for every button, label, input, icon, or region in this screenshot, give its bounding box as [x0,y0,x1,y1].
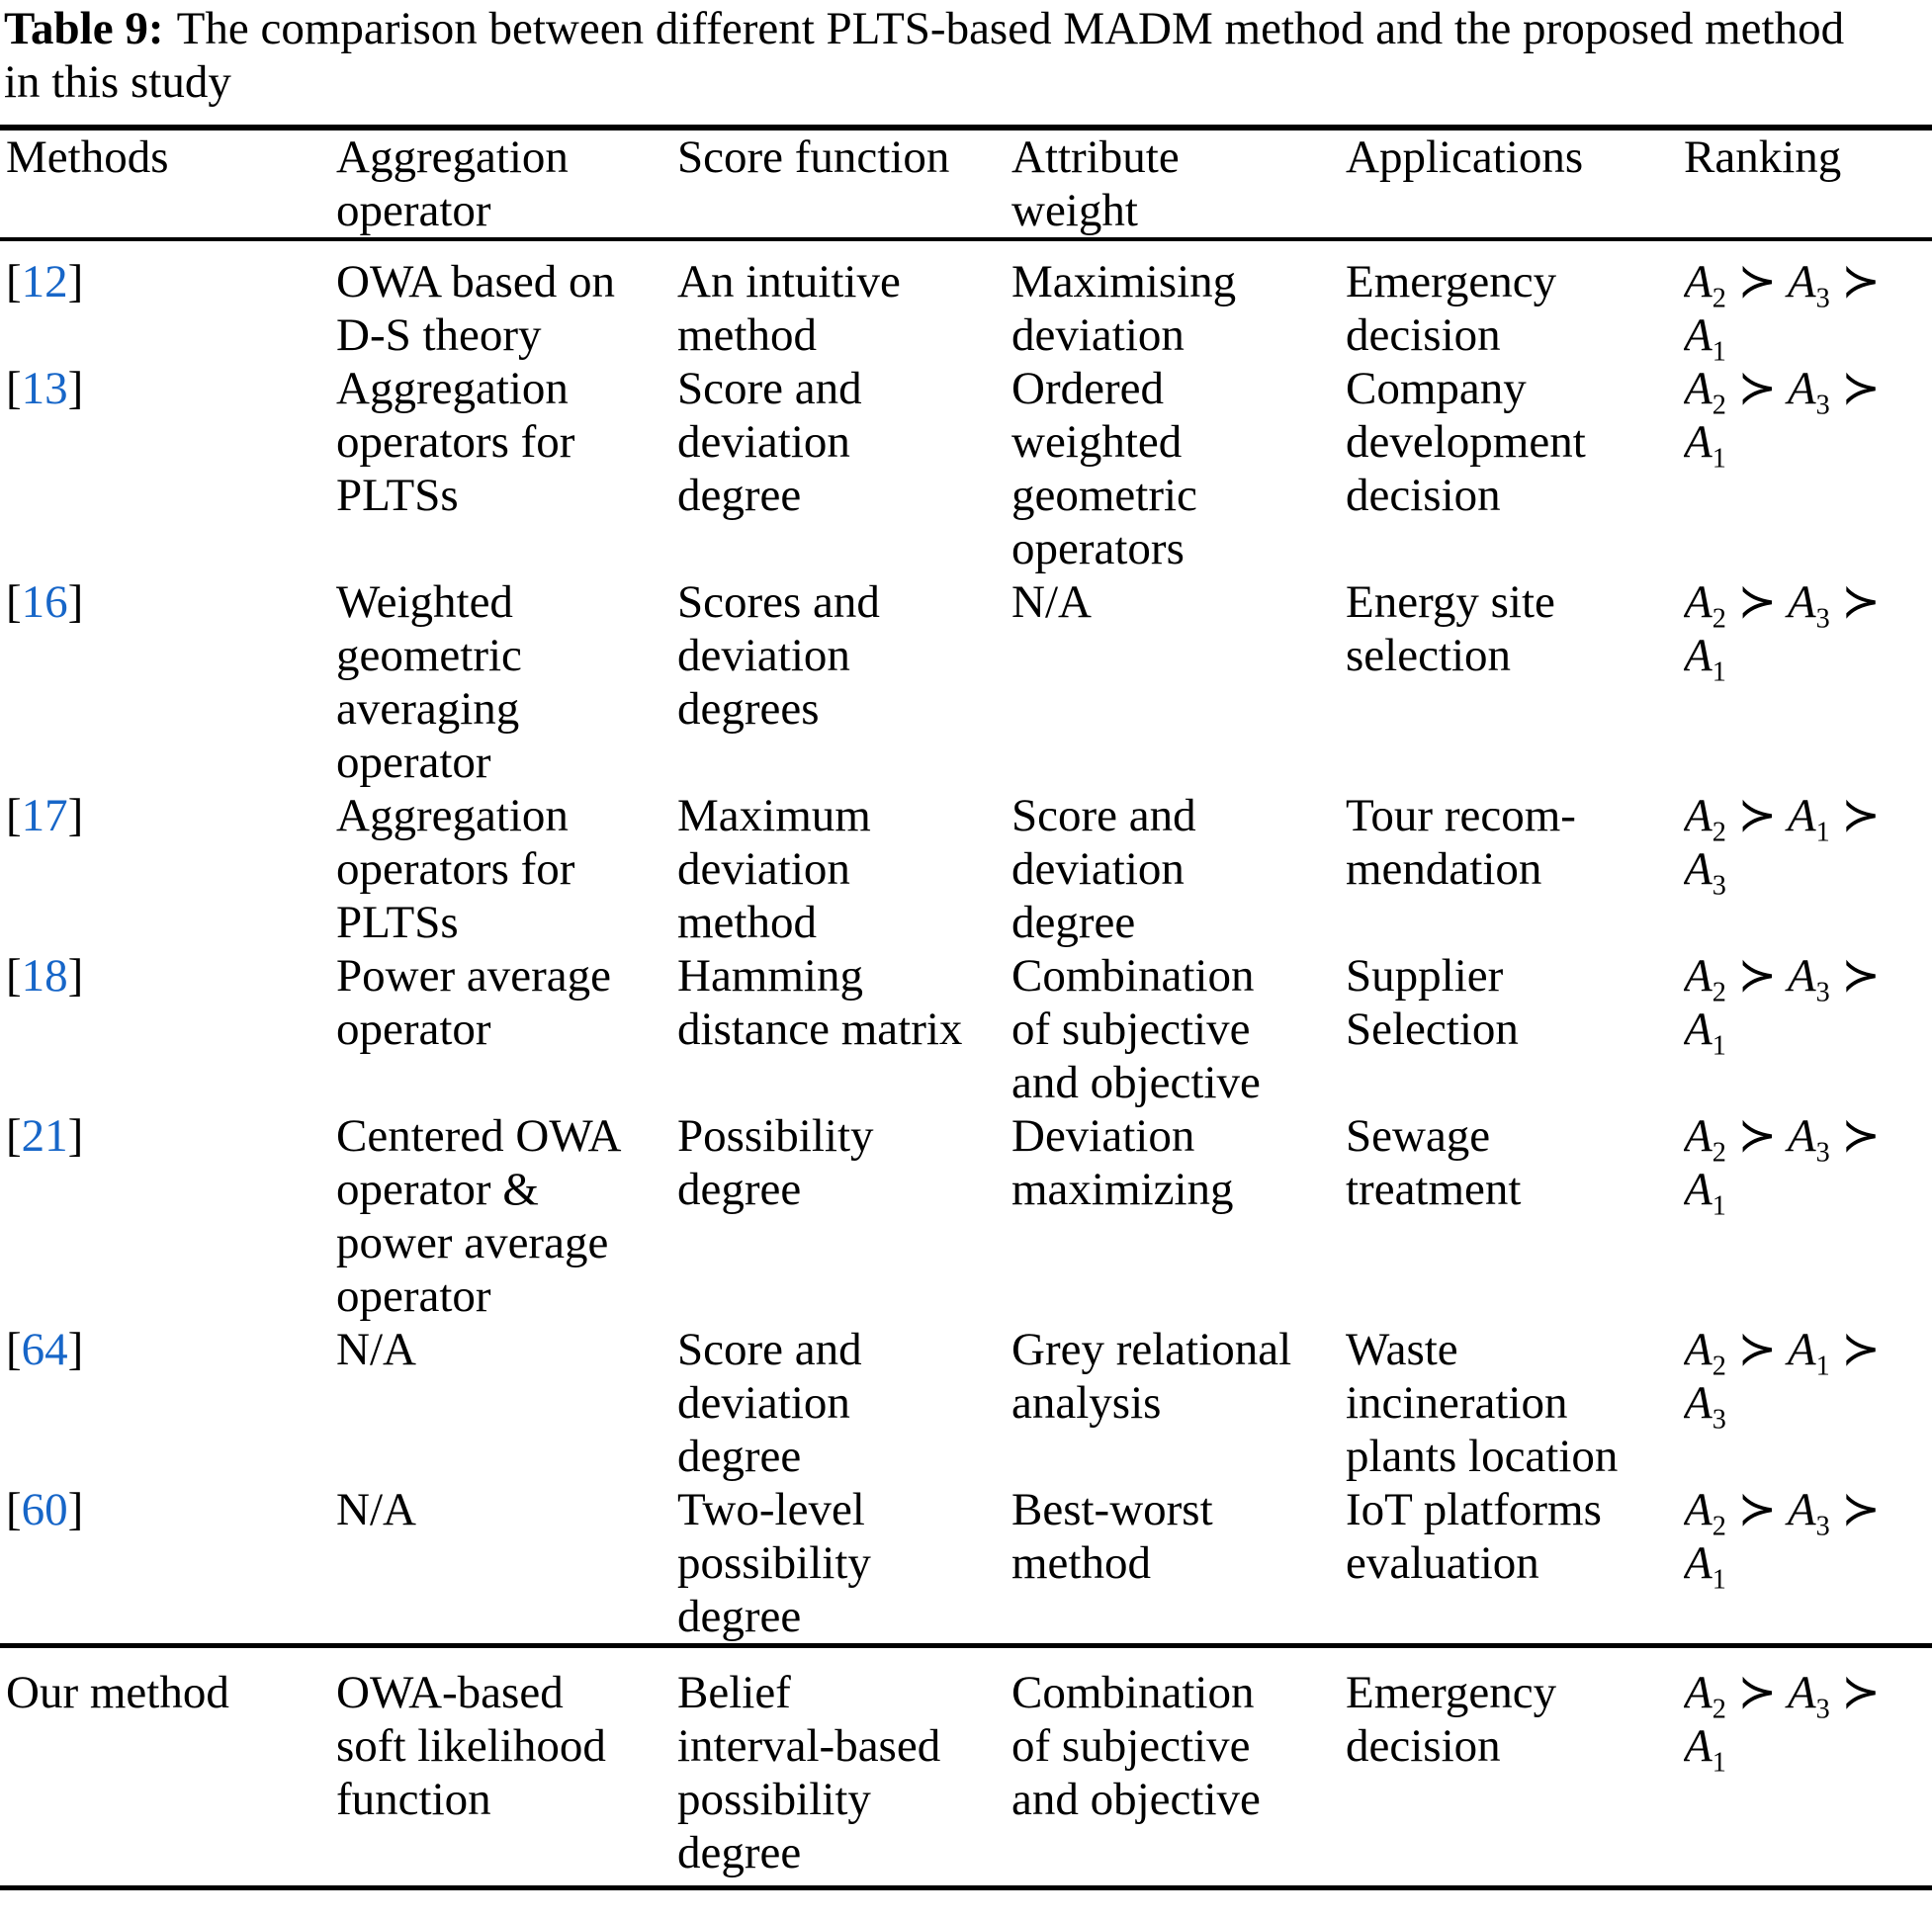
citation-bracket: [ [6,256,22,307]
cell-ranking-formula: A2 ≻ A3 ≻ A1 [1684,1110,1881,1222]
cell-attribute-weight: N/A [1011,576,1092,628]
cell-score-function: Possibility degree [677,1110,874,1215]
cell-score-function: Score and deviation degree [677,363,862,521]
cell-ranking-formula: A2 ≻ A1 ≻ A3 [1684,1324,1881,1436]
citation-bracket: ] [67,256,84,307]
col-header-ranking: Ranking [1684,128,1932,241]
table-row-ref-16: [16] Weighted geometric averaging operat… [0,575,1932,789]
caption-label: Table 9: [4,3,164,54]
table-row-ref-60: [60] N/A Two-level possibility degree Be… [0,1483,1932,1646]
cell-aggregation-operator: N/A [336,1484,416,1535]
comparison-table: Methods Aggregation operator Score funct… [0,125,1932,1890]
cell-applications: Energy site selection [1346,576,1555,681]
cell-ranking-formula: A2 ≻ A3 ≻ A1 [1684,950,1881,1062]
cell-score-function: An intuitive method [677,256,901,361]
cell-applications: Waste incineration plants location [1346,1324,1619,1482]
cell-ranking-formula: A2 ≻ A3 ≻ A1 [1684,256,1881,362]
citation-bracket: ] [67,790,84,841]
citation-link[interactable]: 12 [21,256,68,307]
table-row-ref-12: [12] OWA based on D-S theory An intuitiv… [0,239,1932,362]
cell-attribute-weight: Score and deviation degree [1011,790,1196,948]
citation-bracket: ] [67,1110,84,1162]
cell-ranking-formula: A2 ≻ A3 ≻ A1 [1684,1643,1932,1888]
col-header-methods: Methods [0,128,336,241]
table-row-ref-13: [13] Aggregation operators for PLTSs Sco… [0,362,1932,575]
citation-bracket: [ [6,1110,22,1162]
cell-aggregation-operator: N/A [336,1324,416,1375]
cell-aggregation-operator: Power average operator [336,950,611,1055]
citation-bracket: ] [67,363,84,414]
cell-score-function: Belief interval-based possibility degree [677,1643,1011,1888]
cell-reference: [18] [0,949,336,1109]
cell-reference: [17] [0,789,336,949]
cell-aggregation-operator: Weighted geometric averaging operator [336,576,522,788]
cell-score-function: Scores and deviation degrees [677,576,880,735]
cell-applications: Supplier Selection [1346,950,1519,1055]
citation-link[interactable]: 64 [21,1324,68,1375]
cell-applications: Emergency decision [1346,256,1557,361]
table-row-ref-64: [64] N/A Score and deviation degree Grey… [0,1323,1932,1483]
table-row-ref-17: [17] Aggregation operators for PLTSs Max… [0,789,1932,949]
cell-ranking-formula: A2 ≻ A1 ≻ A3 [1684,790,1881,902]
cell-attribute-weight: Grey relational analysis [1011,1324,1292,1429]
cell-aggregation-operator: OWA based on D-S theory [336,256,615,361]
cell-reference: [21] [0,1109,336,1323]
cell-applications: Sewage treatment [1346,1110,1522,1215]
cell-score-function: Maximum deviation method [677,790,871,948]
citation-bracket: ] [67,1324,84,1375]
col-header-aggregation-operator: Aggregation operator [336,128,677,241]
cell-ranking-formula: A2 ≻ A3 ≻ A1 [1684,363,1881,475]
cell-score-function: Hamming distance matrix [677,950,963,1055]
cell-attribute-weight: Combination of subjective and objective [1011,1643,1346,1888]
cell-applications: Tour recom- mendation [1346,790,1576,895]
citation-link[interactable]: 16 [21,576,68,628]
cell-applications: Emergency decision [1346,1643,1684,1888]
cell-ranking-formula: A2 ≻ A3 ≻ A1 [1684,1484,1881,1596]
citation-bracket: [ [6,790,22,841]
col-header-applications: Applications [1346,128,1684,241]
table-row-ref-21: [21] Centered OWA operator & power avera… [0,1109,1932,1323]
cell-aggregation-operator: Aggregation operators for PLTSs [336,363,575,521]
cell-reference: [64] [0,1323,336,1483]
cell-reference: [60] [0,1483,336,1646]
cell-reference: [13] [0,362,336,575]
table-row-our-method: Our method OWA-based soft likelihood fun… [0,1643,1932,1888]
table-caption: Table 9: The comparison between different… [0,0,1932,109]
col-header-attribute-weight: Attribute weight [1011,128,1346,241]
cell-reference: [12] [0,239,336,362]
cell-attribute-weight: Maximising deviation [1011,256,1237,361]
citation-bracket: [ [6,950,22,1002]
cell-attribute-weight: Best-worst method [1011,1484,1213,1589]
cell-ranking-formula: A2 ≻ A3 ≻ A1 [1684,576,1881,688]
cell-aggregation-operator: OWA-based soft likelihood function [336,1643,677,1888]
citation-bracket: ] [67,950,84,1002]
cell-score-function: Score and deviation degree [677,1324,862,1482]
cell-applications: Company development decision [1346,363,1586,521]
cell-attribute-weight: Ordered weighted geometric operators [1011,363,1197,574]
cell-aggregation-operator: Centered OWA operator & power average op… [336,1110,622,1322]
cell-applications: IoT platforms evaluation [1346,1484,1602,1589]
citation-bracket: ] [67,1484,84,1535]
citation-link[interactable]: 21 [21,1110,68,1162]
cell-attribute-weight: Deviation maximizing [1011,1110,1234,1215]
citation-bracket: ] [67,576,84,628]
header-row: Methods Aggregation operator Score funct… [0,128,1932,241]
caption-text: The comparison between different PLTS-ba… [4,3,1845,108]
cell-reference: [16] [0,575,336,789]
citation-link[interactable]: 18 [21,950,68,1002]
cell-aggregation-operator: Aggregation operators for PLTSs [336,790,575,948]
table-row-ref-18: [18] Power average operator Hamming dist… [0,949,1932,1109]
citation-bracket: [ [6,1484,22,1535]
citation-link[interactable]: 60 [21,1484,68,1535]
cell-attribute-weight: Combination of subjective and objective [1011,950,1261,1108]
citation-bracket: [ [6,363,22,414]
citation-link[interactable]: 13 [21,363,68,414]
citation-bracket: [ [6,1324,22,1375]
col-header-score-function: Score function [677,128,1011,241]
citation-bracket: [ [6,576,22,628]
cell-score-function: Two-level possibility degree [677,1484,871,1642]
cell-method-name: Our method [0,1643,336,1888]
citation-link[interactable]: 17 [21,790,68,841]
